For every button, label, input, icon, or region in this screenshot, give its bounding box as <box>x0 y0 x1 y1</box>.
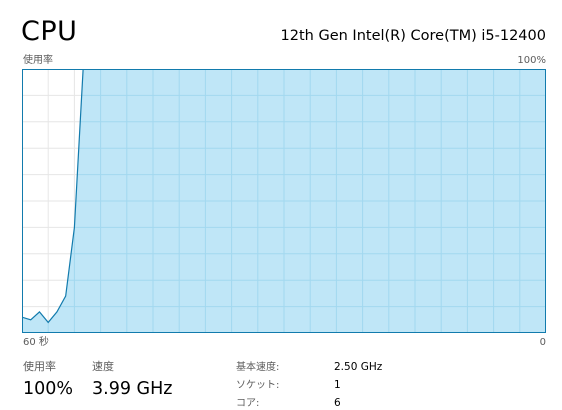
base-speed-value: 2.50 GHz <box>334 361 383 373</box>
graph-time-zero-label: 0 <box>539 337 546 348</box>
speed-value: 3.99 GHz <box>92 379 173 399</box>
sockets-label: ソケット: <box>236 380 280 391</box>
speed-caption: 速度 <box>92 360 114 373</box>
graph-border <box>22 69 546 333</box>
graph-grid-foreground <box>22 69 546 333</box>
graph-time-span-label: 60 秒 <box>23 337 49 348</box>
processor-name: 12th Gen Intel(R) Core(TM) i5-12400 <box>280 28 546 44</box>
usage-caption: 使用率 <box>23 360 56 373</box>
usage-value: 100% <box>23 379 74 399</box>
sockets-value: 1 <box>334 379 341 391</box>
cores-value: 6 <box>334 397 341 409</box>
cores-label: コア: <box>236 398 260 409</box>
graph-y-axis-label: 使用率 <box>23 55 53 66</box>
base-speed-label: 基本速度: <box>236 362 280 373</box>
cpu-usage-graph <box>22 69 546 333</box>
page-title: CPU <box>21 16 78 47</box>
graph-max-label: 100% <box>517 55 546 66</box>
